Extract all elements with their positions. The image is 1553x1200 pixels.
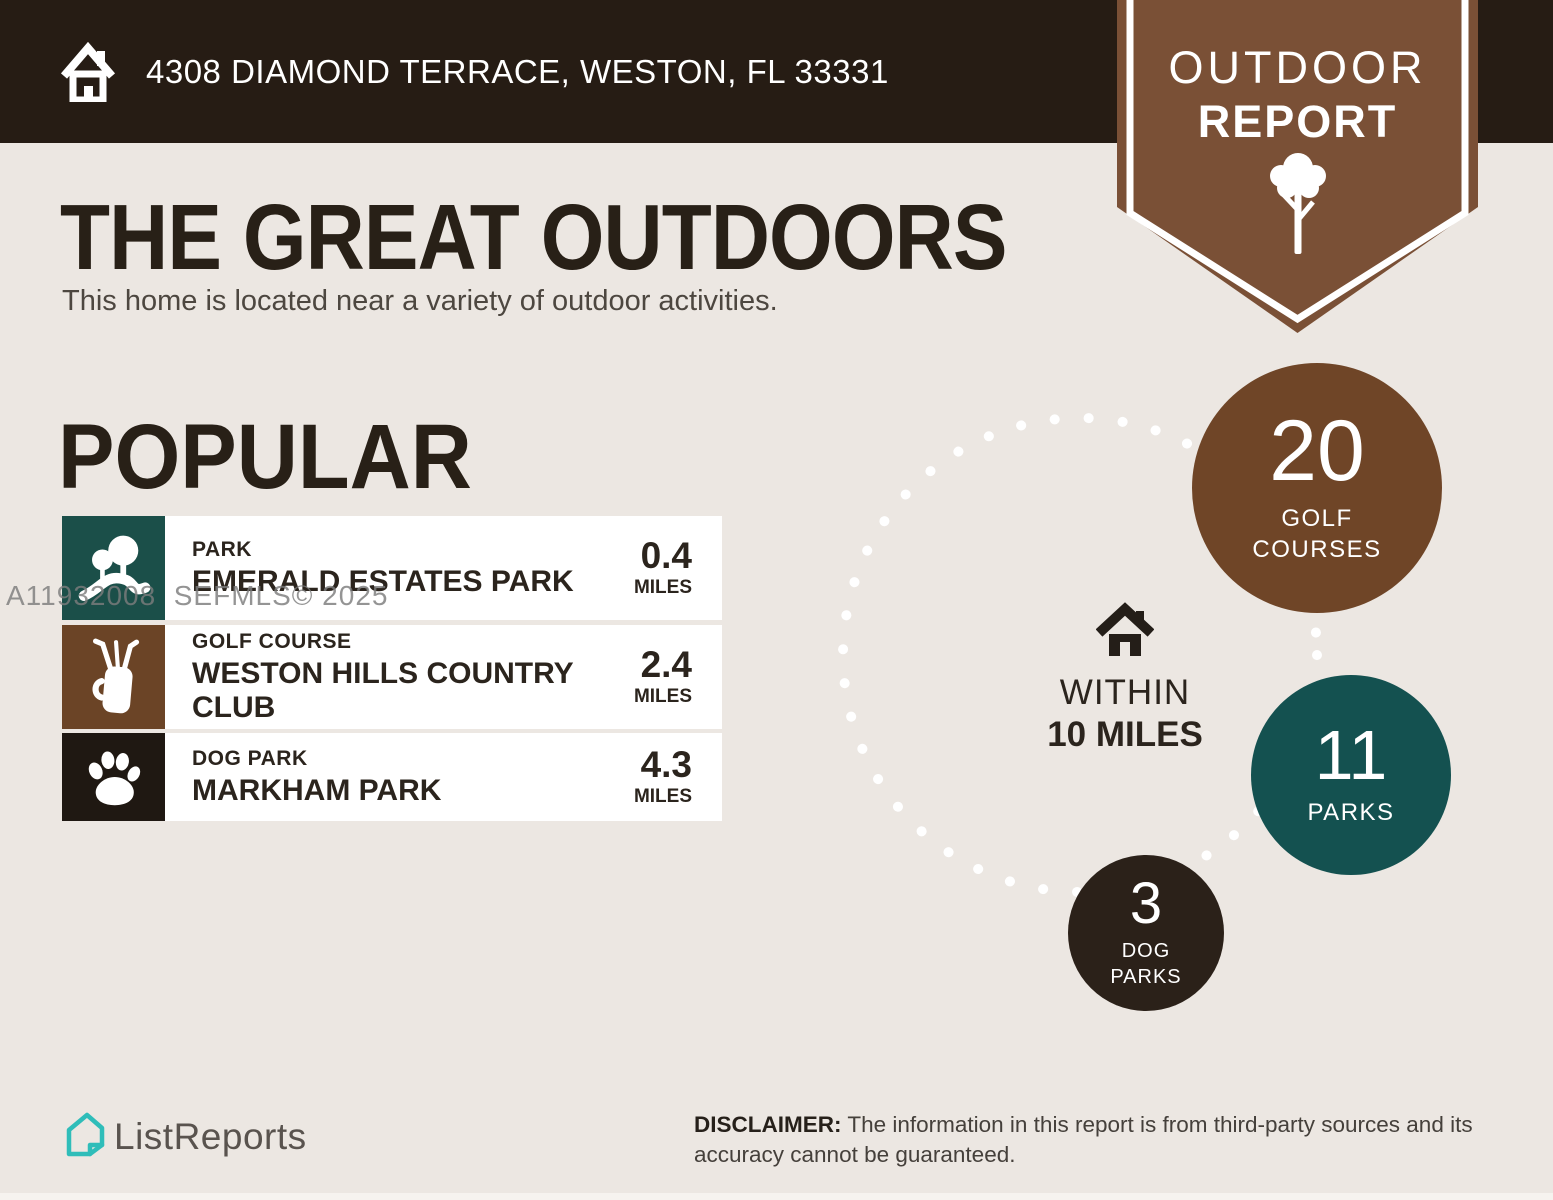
distance-unit: MILES	[633, 577, 692, 598]
disclaimer-body: The information in this report is from t…	[694, 1112, 1473, 1167]
home-icon	[1095, 602, 1155, 656]
brand-name: ListReports	[114, 1116, 307, 1157]
mls-watermark: A11932008 SEFMLS© 2025	[6, 580, 389, 611]
place-name: WESTON HILLS COUNTRY CLUB	[192, 656, 574, 724]
radius-distance-label: 10 MILES	[1047, 715, 1203, 754]
page-title: THE GREAT OUTDOORS	[60, 185, 1007, 289]
distance-block: 4.3 MILES	[592, 733, 722, 821]
stat-parks: 11 PARKS	[1251, 675, 1451, 875]
list-item-text: GOLF COURSE WESTON HILLS COUNTRY CLUB	[165, 625, 592, 729]
stat-golf-courses: 20 GOLF COURSES	[1192, 363, 1442, 613]
list-item-golf-course: GOLF COURSE WESTON HILLS COUNTRY CLUB 2.…	[62, 625, 722, 729]
disclaimer-text: DISCLAIMER: The information in this repo…	[694, 1110, 1504, 1169]
property-address: 4308 DIAMOND TERRACE, WESTON, FL 33331	[146, 52, 889, 90]
distance-value: 2.4	[640, 644, 692, 685]
stat-value: 3	[1129, 871, 1163, 937]
within-label: WITHIN	[1059, 673, 1191, 712]
distance-value: 4.3	[640, 744, 692, 785]
page-subtitle: This home is located near a variety of o…	[62, 285, 778, 317]
stat-label: GOLF COURSES	[1252, 504, 1382, 563]
list-item-dog-park: DOG PARK MARKHAM PARK 4.3 MILES	[62, 733, 722, 821]
bottom-strip	[0, 1193, 1553, 1200]
popular-section-title: POPULAR	[58, 406, 472, 508]
distance-unit: MILES	[633, 786, 692, 807]
category-label: GOLF COURSE	[192, 629, 352, 653]
distance-block: 2.4 MILES	[592, 625, 722, 729]
badge-line1: OUTDOOR	[1168, 42, 1427, 93]
list-item-park: PARK EMERALD ESTATES PARK 0.4 MILES	[62, 516, 722, 620]
golf-bag-icon	[62, 625, 165, 729]
place-name: EMERALD ESTATES PARK	[192, 564, 574, 598]
category-label: DOG PARK	[192, 746, 308, 770]
badge-line2: REPORT	[1197, 96, 1398, 147]
category-label: PARK	[192, 537, 252, 561]
disclaimer-label: DISCLAIMER:	[694, 1112, 842, 1137]
list-item-text: PARK EMERALD ESTATES PARK	[165, 516, 592, 620]
place-name: MARKHAM PARK	[192, 773, 442, 807]
paw-icon	[62, 733, 165, 821]
tree-icon	[1269, 153, 1326, 254]
stat-dog-parks: 3 DOG PARKS	[1068, 855, 1224, 1011]
stat-value: 20	[1269, 402, 1365, 499]
badge-title: OUTDOOR REPORT	[1117, 42, 1478, 148]
park-trees-icon	[62, 516, 165, 620]
stat-value: 11	[1314, 716, 1388, 795]
stat-label: PARKS	[1307, 798, 1395, 826]
radius-center: WITHIN 10 MILES	[1030, 600, 1220, 755]
distance-unit: MILES	[633, 686, 692, 707]
distance-value: 0.4	[640, 535, 692, 576]
home-outline-icon	[60, 41, 116, 102]
outdoor-report-badge: OUTDOOR REPORT	[1117, 0, 1478, 345]
distance-block: 0.4 MILES	[592, 516, 722, 620]
list-item-text: DOG PARK MARKHAM PARK	[165, 733, 592, 821]
stat-label: DOG PARKS	[1110, 939, 1182, 988]
listreports-logo-icon	[66, 1112, 105, 1157]
